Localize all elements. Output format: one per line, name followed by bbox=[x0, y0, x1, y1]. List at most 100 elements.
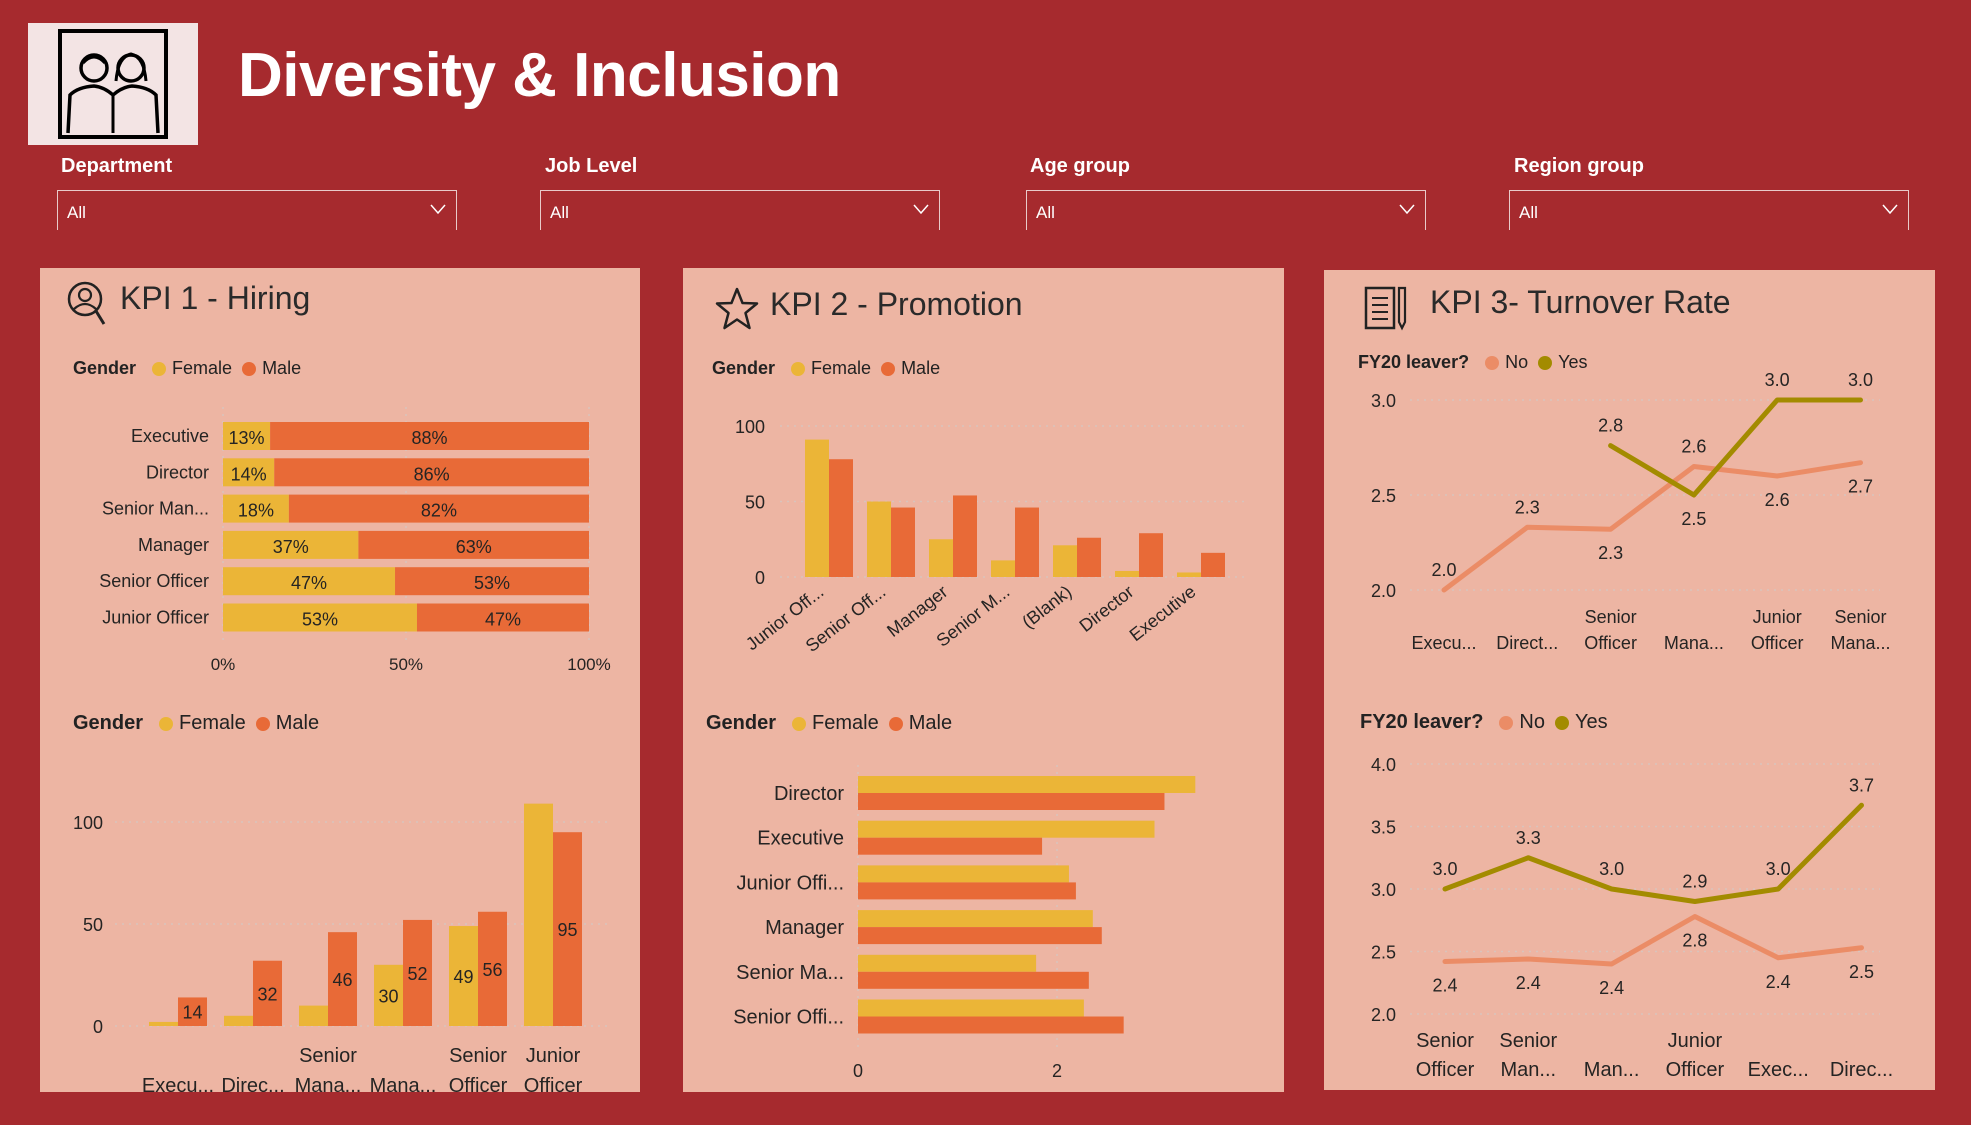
bar-female bbox=[223, 530, 359, 559]
legend-title: Gender bbox=[73, 358, 137, 378]
bar-male bbox=[858, 927, 1102, 945]
bar-female bbox=[1177, 572, 1201, 577]
data-label-yes: 3.0 bbox=[1766, 859, 1791, 879]
bar-female bbox=[449, 926, 478, 1026]
bar-male bbox=[328, 932, 357, 1026]
legend-female: Female bbox=[179, 712, 246, 734]
legend-title: FY20 leaver? bbox=[1358, 352, 1470, 372]
data-label-female: 47% bbox=[291, 573, 327, 593]
bar-male bbox=[478, 911, 507, 1026]
data-label-female: 53% bbox=[302, 610, 338, 630]
y-category-label: Director bbox=[774, 783, 844, 805]
data-label-male: 53% bbox=[474, 573, 510, 593]
bar-female bbox=[223, 494, 289, 523]
bar-female bbox=[374, 964, 403, 1026]
x-tick-label: Senior bbox=[1499, 1030, 1557, 1052]
bar-male bbox=[358, 530, 589, 559]
data-label-yes: 3.7 bbox=[1849, 775, 1874, 795]
legend-yes-marker bbox=[1555, 715, 1569, 730]
bar-female bbox=[299, 1005, 328, 1026]
department-dropdown[interactable]: All bbox=[57, 190, 457, 230]
bar-female bbox=[1115, 570, 1139, 577]
line-yes bbox=[1442, 802, 1864, 904]
bar-female bbox=[223, 458, 275, 487]
bar-female bbox=[858, 999, 1084, 1017]
bar-female bbox=[929, 539, 953, 577]
y-category-label: Junior Offi... bbox=[737, 872, 844, 894]
legend-male-marker bbox=[255, 716, 270, 731]
bar-male bbox=[253, 960, 282, 1026]
y-tick-label: 3.0 bbox=[1371, 880, 1396, 900]
y-tick-label: 3.5 bbox=[1371, 818, 1396, 838]
x-tick-label: Exec... bbox=[1748, 1059, 1809, 1081]
y-category-label: Senior Offi... bbox=[733, 1007, 844, 1029]
data-label-yes: 3.0 bbox=[1432, 859, 1457, 879]
turnover-line-chart-top: 2.0 2.5 3.0 2.0 Execu... 2.3 Direct... 2.3 2.8 Se… bbox=[1371, 370, 1891, 653]
bar-male bbox=[274, 458, 589, 487]
bar-female bbox=[524, 803, 553, 1026]
x-tick-label: 0% bbox=[211, 655, 236, 674]
data-label-no: 2.5 bbox=[1849, 962, 1874, 982]
legend-title: Gender bbox=[706, 712, 777, 734]
bar-male bbox=[416, 603, 589, 632]
legend-male: Male bbox=[262, 358, 302, 378]
legend-female: Female bbox=[172, 358, 233, 378]
line-no bbox=[1442, 914, 1864, 967]
x-tick-label: Senior bbox=[299, 1045, 357, 1067]
legend-female-marker bbox=[792, 716, 807, 731]
bar-male bbox=[553, 832, 582, 1026]
legend-gender: Gender Female Male bbox=[706, 712, 952, 735]
x-tick-label: Mana... bbox=[370, 1075, 437, 1097]
legend-female-marker bbox=[791, 361, 806, 376]
diversity-people-icon bbox=[58, 29, 168, 139]
x-tick-label: Senior bbox=[449, 1045, 507, 1067]
bar-female bbox=[991, 560, 1015, 577]
kpi3-title: KPI 3- Turnover Rate bbox=[1430, 284, 1731, 320]
job-level-dropdown[interactable]: All bbox=[540, 190, 940, 230]
age-group-dropdown[interactable]: All bbox=[1026, 190, 1426, 230]
y-category-label: Manager bbox=[765, 917, 844, 939]
data-label-yes: 3.0 bbox=[1848, 370, 1873, 390]
legend-female-marker bbox=[159, 716, 174, 731]
data-label-male: 52 bbox=[407, 964, 427, 984]
bar-male bbox=[891, 507, 915, 577]
data-label-female: 14% bbox=[231, 464, 267, 484]
filter-label-department: Department bbox=[61, 155, 173, 177]
data-label-no: 2.4 bbox=[1516, 973, 1541, 993]
kpi2-title: KPI 2 - Promotion bbox=[770, 286, 1023, 322]
data-label-yes: 3.3 bbox=[1516, 828, 1541, 848]
region-group-dropdown[interactable]: All bbox=[1509, 190, 1909, 230]
star-icon bbox=[715, 287, 759, 330]
x-tick-label: Officer bbox=[449, 1075, 508, 1097]
bar-female bbox=[1053, 545, 1077, 577]
y-tick-label: 2.5 bbox=[1371, 486, 1396, 506]
x-tick-label: Officer bbox=[1751, 633, 1804, 653]
document-pen-icon bbox=[1364, 286, 1407, 331]
bar-male bbox=[858, 1016, 1124, 1034]
legend-leaver: FY20 leaver? No Yes bbox=[1360, 711, 1608, 734]
chevron-down-icon bbox=[913, 204, 929, 215]
x-tick-label: Mana... bbox=[295, 1075, 362, 1097]
data-label-male: 46 bbox=[332, 970, 352, 990]
legend-title: Gender bbox=[73, 712, 144, 734]
bar-female bbox=[223, 603, 417, 632]
filter-label-job-level: Job Level bbox=[545, 155, 638, 177]
legend-leaver: FY20 leaver? No Yes bbox=[1358, 352, 1587, 373]
dropdown-value: All bbox=[550, 203, 569, 222]
x-tick-label: Man... bbox=[1501, 1059, 1557, 1081]
y-tick-label: 100 bbox=[735, 417, 765, 437]
dropdown-value: All bbox=[67, 203, 86, 222]
bar-female bbox=[149, 1021, 178, 1026]
x-tick-label: 50% bbox=[389, 655, 423, 674]
x-tick-label: Senior bbox=[1585, 607, 1637, 627]
bar-male bbox=[858, 793, 1165, 810]
data-label-yes: 3.0 bbox=[1599, 859, 1624, 879]
data-label-yes: 2.9 bbox=[1682, 872, 1707, 892]
data-label-no: 2.3 bbox=[1598, 543, 1623, 563]
bar-female bbox=[858, 954, 1037, 972]
chevron-down-icon bbox=[430, 204, 446, 215]
y-category-label: Director bbox=[146, 462, 209, 482]
legend-gender: Gender Female Male bbox=[73, 712, 319, 735]
